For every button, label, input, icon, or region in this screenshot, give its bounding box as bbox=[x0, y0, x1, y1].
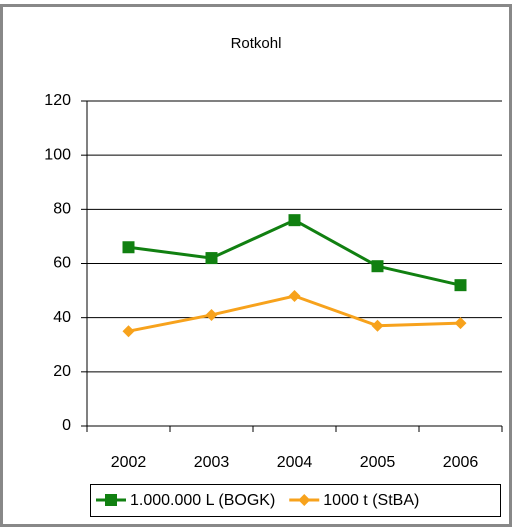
legend-label: 1000 t (StBA) bbox=[323, 492, 419, 509]
y-tick-label: 40 bbox=[53, 309, 71, 326]
marker bbox=[288, 214, 301, 227]
marker bbox=[371, 260, 384, 273]
y-tick-label: 120 bbox=[44, 92, 71, 109]
marker bbox=[205, 308, 218, 321]
legend-label: 1.000.000 L (BOGK) bbox=[130, 492, 275, 509]
marker bbox=[371, 319, 384, 332]
chart-title: Rotkohl bbox=[231, 35, 282, 52]
marker bbox=[122, 241, 135, 254]
frame bbox=[0, 4, 512, 527]
marker bbox=[205, 252, 218, 265]
y-tick-label: 80 bbox=[53, 201, 71, 218]
marker bbox=[298, 494, 311, 506]
y-tick-label: 100 bbox=[44, 146, 71, 163]
marker bbox=[288, 290, 301, 302]
marker bbox=[122, 325, 135, 338]
y-tick-label: 60 bbox=[53, 255, 71, 272]
x-tick-label: 2006 bbox=[443, 454, 479, 471]
x-tick-label: 2002 bbox=[111, 454, 147, 471]
y-tick-label: 0 bbox=[62, 417, 71, 434]
x-tick-label: 2005 bbox=[360, 454, 396, 471]
x-tick-label: 2003 bbox=[194, 454, 230, 471]
marker bbox=[454, 317, 467, 330]
x-tick-label: 2004 bbox=[277, 454, 313, 471]
marker bbox=[105, 494, 117, 506]
y-tick-label: 20 bbox=[53, 363, 71, 380]
marker bbox=[454, 279, 467, 292]
